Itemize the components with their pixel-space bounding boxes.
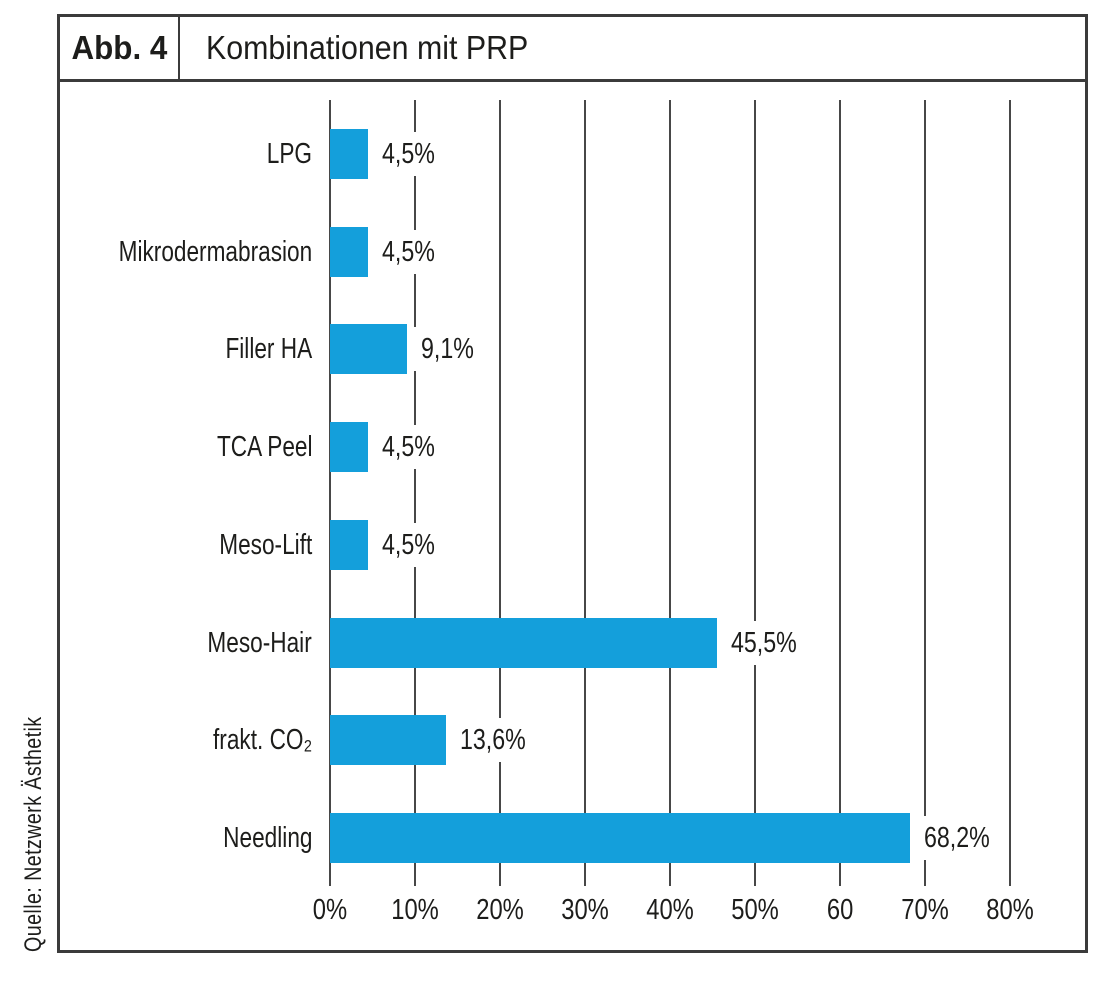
gridline: [924, 100, 926, 886]
figure-title: Kombinationen mit PRP: [206, 29, 529, 66]
category-label: Meso-Lift: [60, 524, 312, 566]
value-label: 9,1%: [413, 327, 483, 372]
category-label-text: TCA Peel: [216, 431, 312, 464]
category-label: frakt. CO₂: [60, 719, 312, 761]
bar: [330, 226, 369, 277]
x-tick-text: 20%: [476, 894, 524, 926]
x-tick-label: 60: [770, 894, 910, 926]
category-label-text: LPG: [266, 138, 312, 170]
x-tick-label: 50%: [685, 894, 825, 926]
gridline: [584, 100, 586, 886]
category-label-text: Needling: [222, 821, 312, 854]
bar: [330, 129, 369, 179]
gridline: [1009, 100, 1011, 886]
x-tick-label: 80%: [940, 894, 1080, 926]
value-label: 4,5%: [374, 522, 444, 567]
bar: [330, 812, 910, 863]
x-tick-text: 70%: [901, 894, 949, 926]
gridline: [329, 100, 331, 886]
gridline: [499, 100, 501, 886]
figure-frame: Abb. 4 Kombinationen mit PRP 0% 10% 20% 30%…: [57, 14, 1088, 953]
figure-label: Abb. 4: [71, 29, 167, 66]
category-label-text: Filler HA: [225, 333, 312, 366]
value-label: 4,5%: [374, 229, 444, 274]
category-label: Mikrodermabrasion: [60, 231, 312, 273]
value-label: 4,5%: [374, 425, 444, 470]
figure-label-cell: Abb. 4: [60, 17, 180, 79]
x-tick-text: 10%: [391, 894, 439, 926]
x-tick-label: 70%: [855, 894, 995, 926]
x-tick-text: 60: [826, 894, 854, 926]
category-label-text: Meso-Lift: [218, 528, 312, 561]
x-tick-label: 40%: [600, 894, 740, 926]
x-tick-text: 30%: [561, 894, 609, 926]
category-label: Meso-Hair: [60, 622, 312, 664]
figure-title-cell: Kombinationen mit PRP: [180, 17, 1085, 79]
x-tick-text: 0%: [312, 894, 348, 926]
gridline: [669, 100, 671, 886]
figure-header: Abb. 4 Kombinationen mit PRP: [60, 17, 1085, 82]
x-tick-text: 40%: [646, 894, 694, 926]
category-label: Filler HA: [60, 328, 312, 370]
value-label: 68,2%: [915, 815, 998, 860]
x-tick-label: 0%: [260, 894, 400, 926]
bar: [330, 715, 446, 766]
gridline: [754, 100, 756, 886]
bar: [330, 519, 369, 570]
x-tick-label: 30%: [515, 894, 655, 926]
gridline: [414, 100, 416, 886]
category-label-text: frakt. CO₂: [212, 724, 312, 757]
category-label: TCA Peel: [60, 426, 312, 468]
value-label: 45,5%: [722, 620, 805, 665]
bar: [330, 324, 408, 375]
source-note: Quelle: Netzwerk Ästhetik: [20, 716, 47, 952]
x-tick-label: 20%: [430, 894, 570, 926]
x-tick-text: 50%: [731, 894, 779, 926]
bar: [330, 422, 369, 473]
bar: [330, 617, 717, 668]
category-label: Needling: [60, 817, 312, 859]
plot-area: 0% 10% 20% 30% 40% 50% 60 70% 80% LPG 4,5% Mikroder…: [60, 82, 1085, 950]
category-label-text: Meso-Hair: [207, 626, 312, 659]
category-label-text: Mikrodermabrasion: [118, 235, 312, 268]
value-label: 4,5%: [374, 132, 444, 176]
category-label: LPG: [60, 133, 312, 175]
x-tick-label: 10%: [345, 894, 485, 926]
gridline: [839, 100, 841, 886]
value-label: 13,6%: [451, 718, 534, 763]
x-tick-text: 80%: [986, 894, 1034, 926]
